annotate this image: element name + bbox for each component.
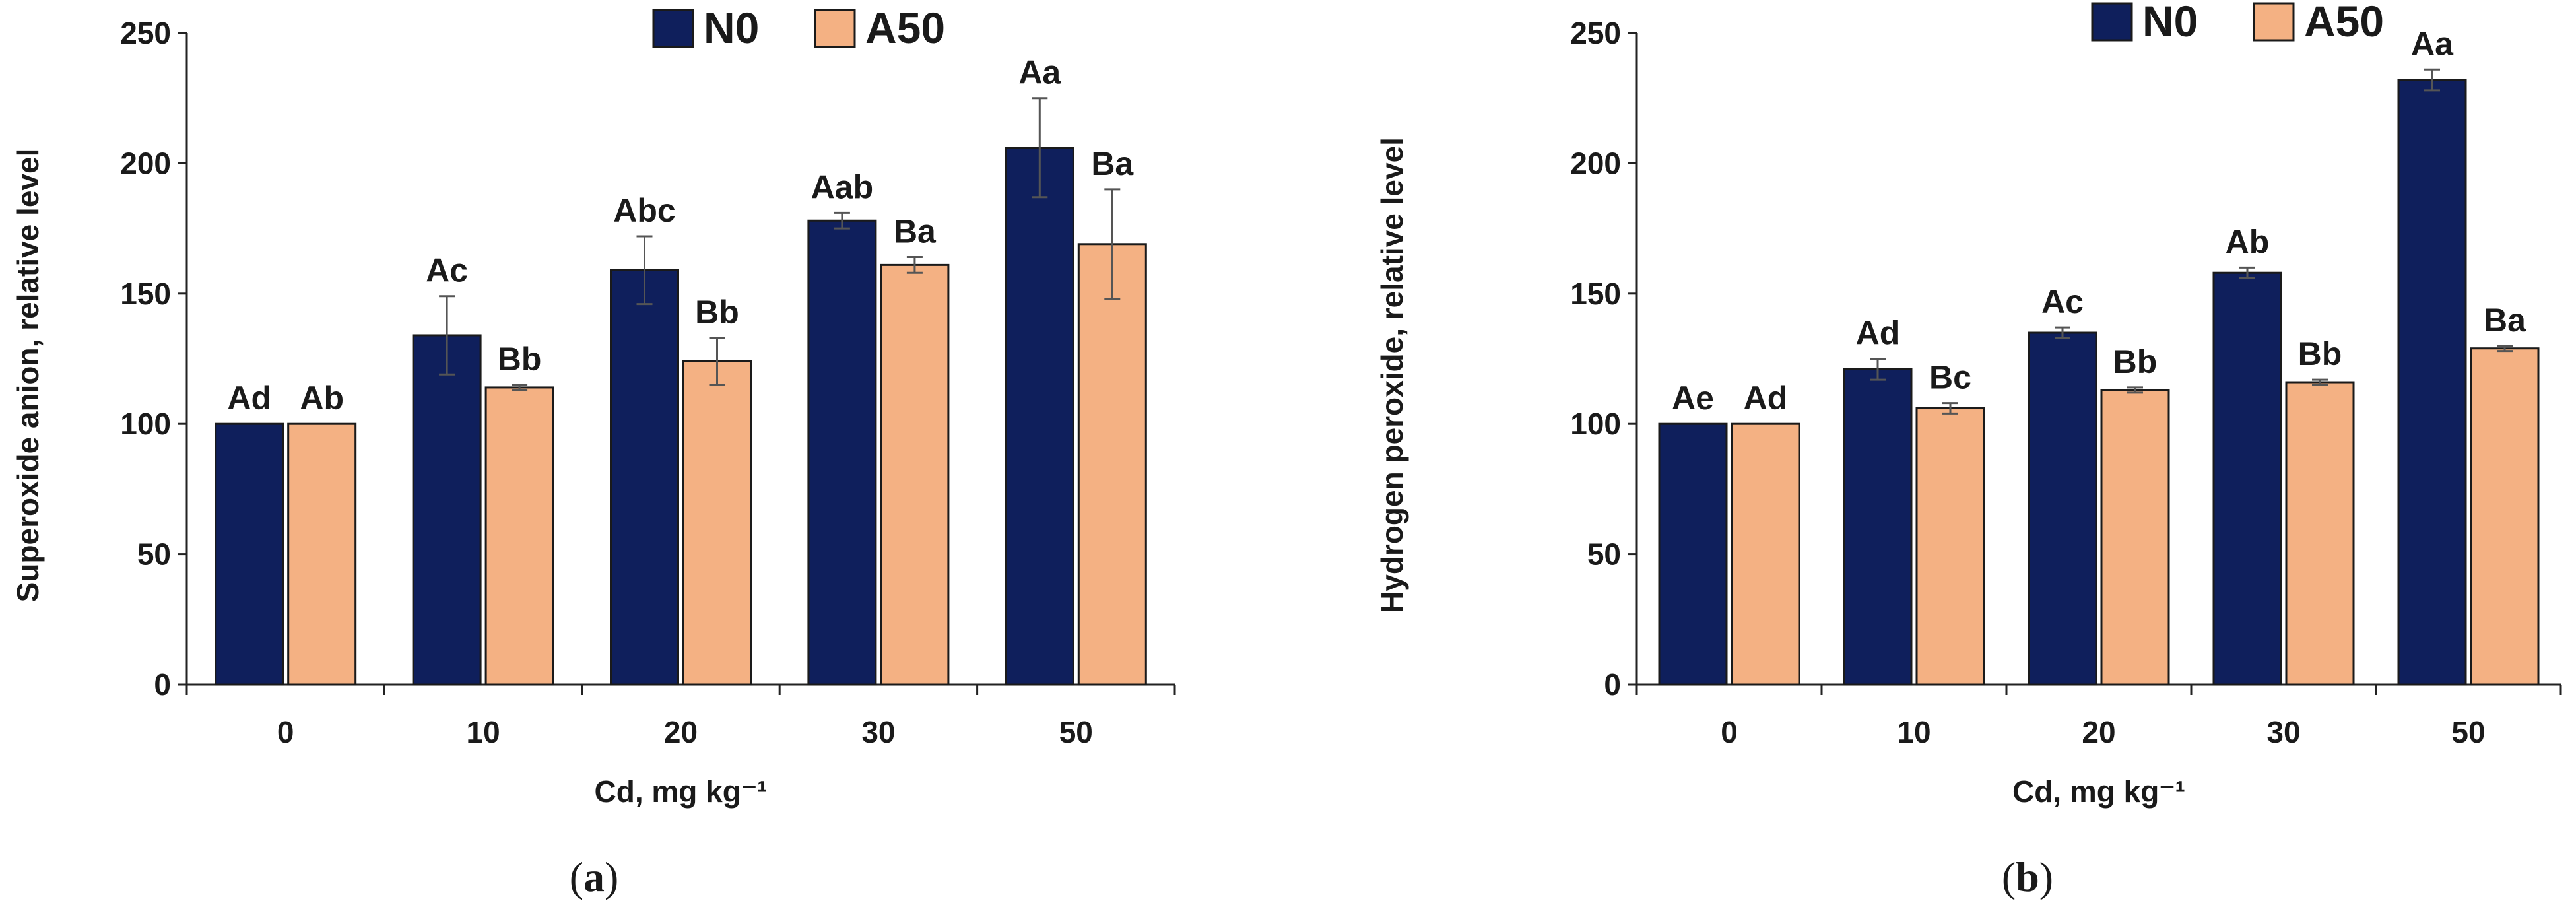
- significance-label: Bb: [695, 294, 739, 331]
- y-tick-label: 0: [154, 667, 171, 702]
- x-tick-label: 0: [277, 715, 294, 749]
- x-axis-title: Cd, mg kg⁻¹: [595, 774, 768, 809]
- legend: N0 A50: [2091, 0, 2384, 46]
- x-tick-label: 50: [2451, 715, 2485, 749]
- significance-label: Ad: [227, 380, 271, 417]
- bar-n0: [807, 219, 877, 686]
- legend-swatch-n0: [652, 9, 694, 48]
- significance-label: Ab: [2226, 223, 2270, 260]
- significance-label: Ba: [2484, 302, 2526, 339]
- significance-label: Bb: [2113, 343, 2158, 380]
- legend: N0 A50: [652, 3, 945, 52]
- significance-label: Ac: [2041, 283, 2084, 320]
- significance-label: Bb: [2298, 335, 2342, 372]
- chart-panel-a: 0 50 100 150 200 250 0 10 20 30 50 Cd, mg kg⁻¹ Super…: [11, 3, 1176, 900]
- bar-a50: [2100, 389, 2170, 686]
- significance-label: Abc: [613, 192, 675, 229]
- panel-label: (b): [2002, 854, 2053, 900]
- significance-label: Ae: [1672, 380, 1714, 417]
- significance-label: Ba: [894, 213, 937, 250]
- bar-n0: [215, 422, 284, 686]
- significance-label: Ba: [1091, 145, 1134, 182]
- significance-label: Ab: [300, 380, 344, 417]
- bar-a50: [1077, 243, 1147, 686]
- y-tick-label: 150: [120, 277, 171, 311]
- significance-label: Ad: [1744, 380, 1788, 417]
- bar-a50: [1915, 407, 1985, 686]
- legend-swatch-n0: [2091, 2, 2133, 42]
- y-tick-label: 150: [1570, 277, 1621, 311]
- legend-label-a50: A50: [865, 3, 945, 52]
- bar-a50: [2285, 381, 2355, 686]
- significance-label: Ac: [426, 252, 468, 289]
- y-tick-label: 0: [1604, 667, 1621, 702]
- y-tick-label: 250: [120, 16, 171, 50]
- significance-label: Ad: [1856, 315, 1900, 352]
- bar-a50: [682, 360, 752, 686]
- bar-a50: [2470, 347, 2540, 686]
- x-tick-label: 0: [1721, 715, 1738, 749]
- legend-label-n0: N0: [2142, 0, 2198, 46]
- significance-label: Aab: [811, 168, 873, 205]
- x-tick-label: 10: [1897, 715, 1931, 749]
- bar-a50: [880, 263, 950, 686]
- bar-a50: [287, 422, 357, 686]
- bar-n0: [2028, 331, 2097, 686]
- legend-swatch-a50: [814, 9, 856, 48]
- panel-label: (a): [570, 854, 619, 900]
- bar-n0: [610, 269, 679, 686]
- legend-label-n0: N0: [704, 3, 759, 52]
- bar-a50: [484, 386, 554, 686]
- y-tick-label: 50: [1587, 537, 1621, 572]
- x-tick-label: 50: [1059, 715, 1093, 749]
- chart-panel-b: 0 50 100 150 200 250 0 10 20 30 50 Cd, mg kg⁻¹ Hydro…: [1375, 0, 2562, 900]
- y-tick-label: 200: [120, 146, 171, 180]
- y-axis-title: Superoxide anion, relative level: [11, 149, 45, 603]
- bar-n0: [2397, 79, 2467, 686]
- x-tick-label: 10: [467, 715, 500, 749]
- bar-n0: [1658, 422, 1728, 686]
- y-tick-label: 100: [120, 407, 171, 441]
- y-tick-label: 100: [1570, 407, 1621, 441]
- x-tick-label: 30: [2266, 715, 2300, 749]
- y-tick-label: 250: [1570, 16, 1621, 50]
- x-axis-title: Cd, mg kg⁻¹: [2012, 774, 2185, 809]
- x-tick-label: 20: [664, 715, 698, 749]
- bar-n0: [1843, 368, 1913, 686]
- significance-label: Aa: [1018, 54, 1061, 91]
- bar-n0: [1005, 147, 1074, 686]
- significance-label: Bb: [498, 341, 542, 378]
- bar-n0: [2212, 271, 2282, 686]
- legend-swatch-a50: [2253, 2, 2295, 42]
- y-axis-title: Hydrogen peroxide, relative level: [1375, 137, 1409, 613]
- significance-label: Bc: [1929, 359, 1971, 396]
- x-tick-label: 30: [861, 715, 895, 749]
- bar-a50: [1731, 422, 1800, 686]
- legend-label-a50: A50: [2304, 0, 2384, 46]
- y-tick-label: 50: [137, 537, 171, 572]
- x-tick-label: 20: [2082, 715, 2115, 749]
- bar-n0: [412, 334, 482, 686]
- y-tick-label: 200: [1570, 146, 1621, 180]
- significance-label: Aa: [2411, 25, 2454, 62]
